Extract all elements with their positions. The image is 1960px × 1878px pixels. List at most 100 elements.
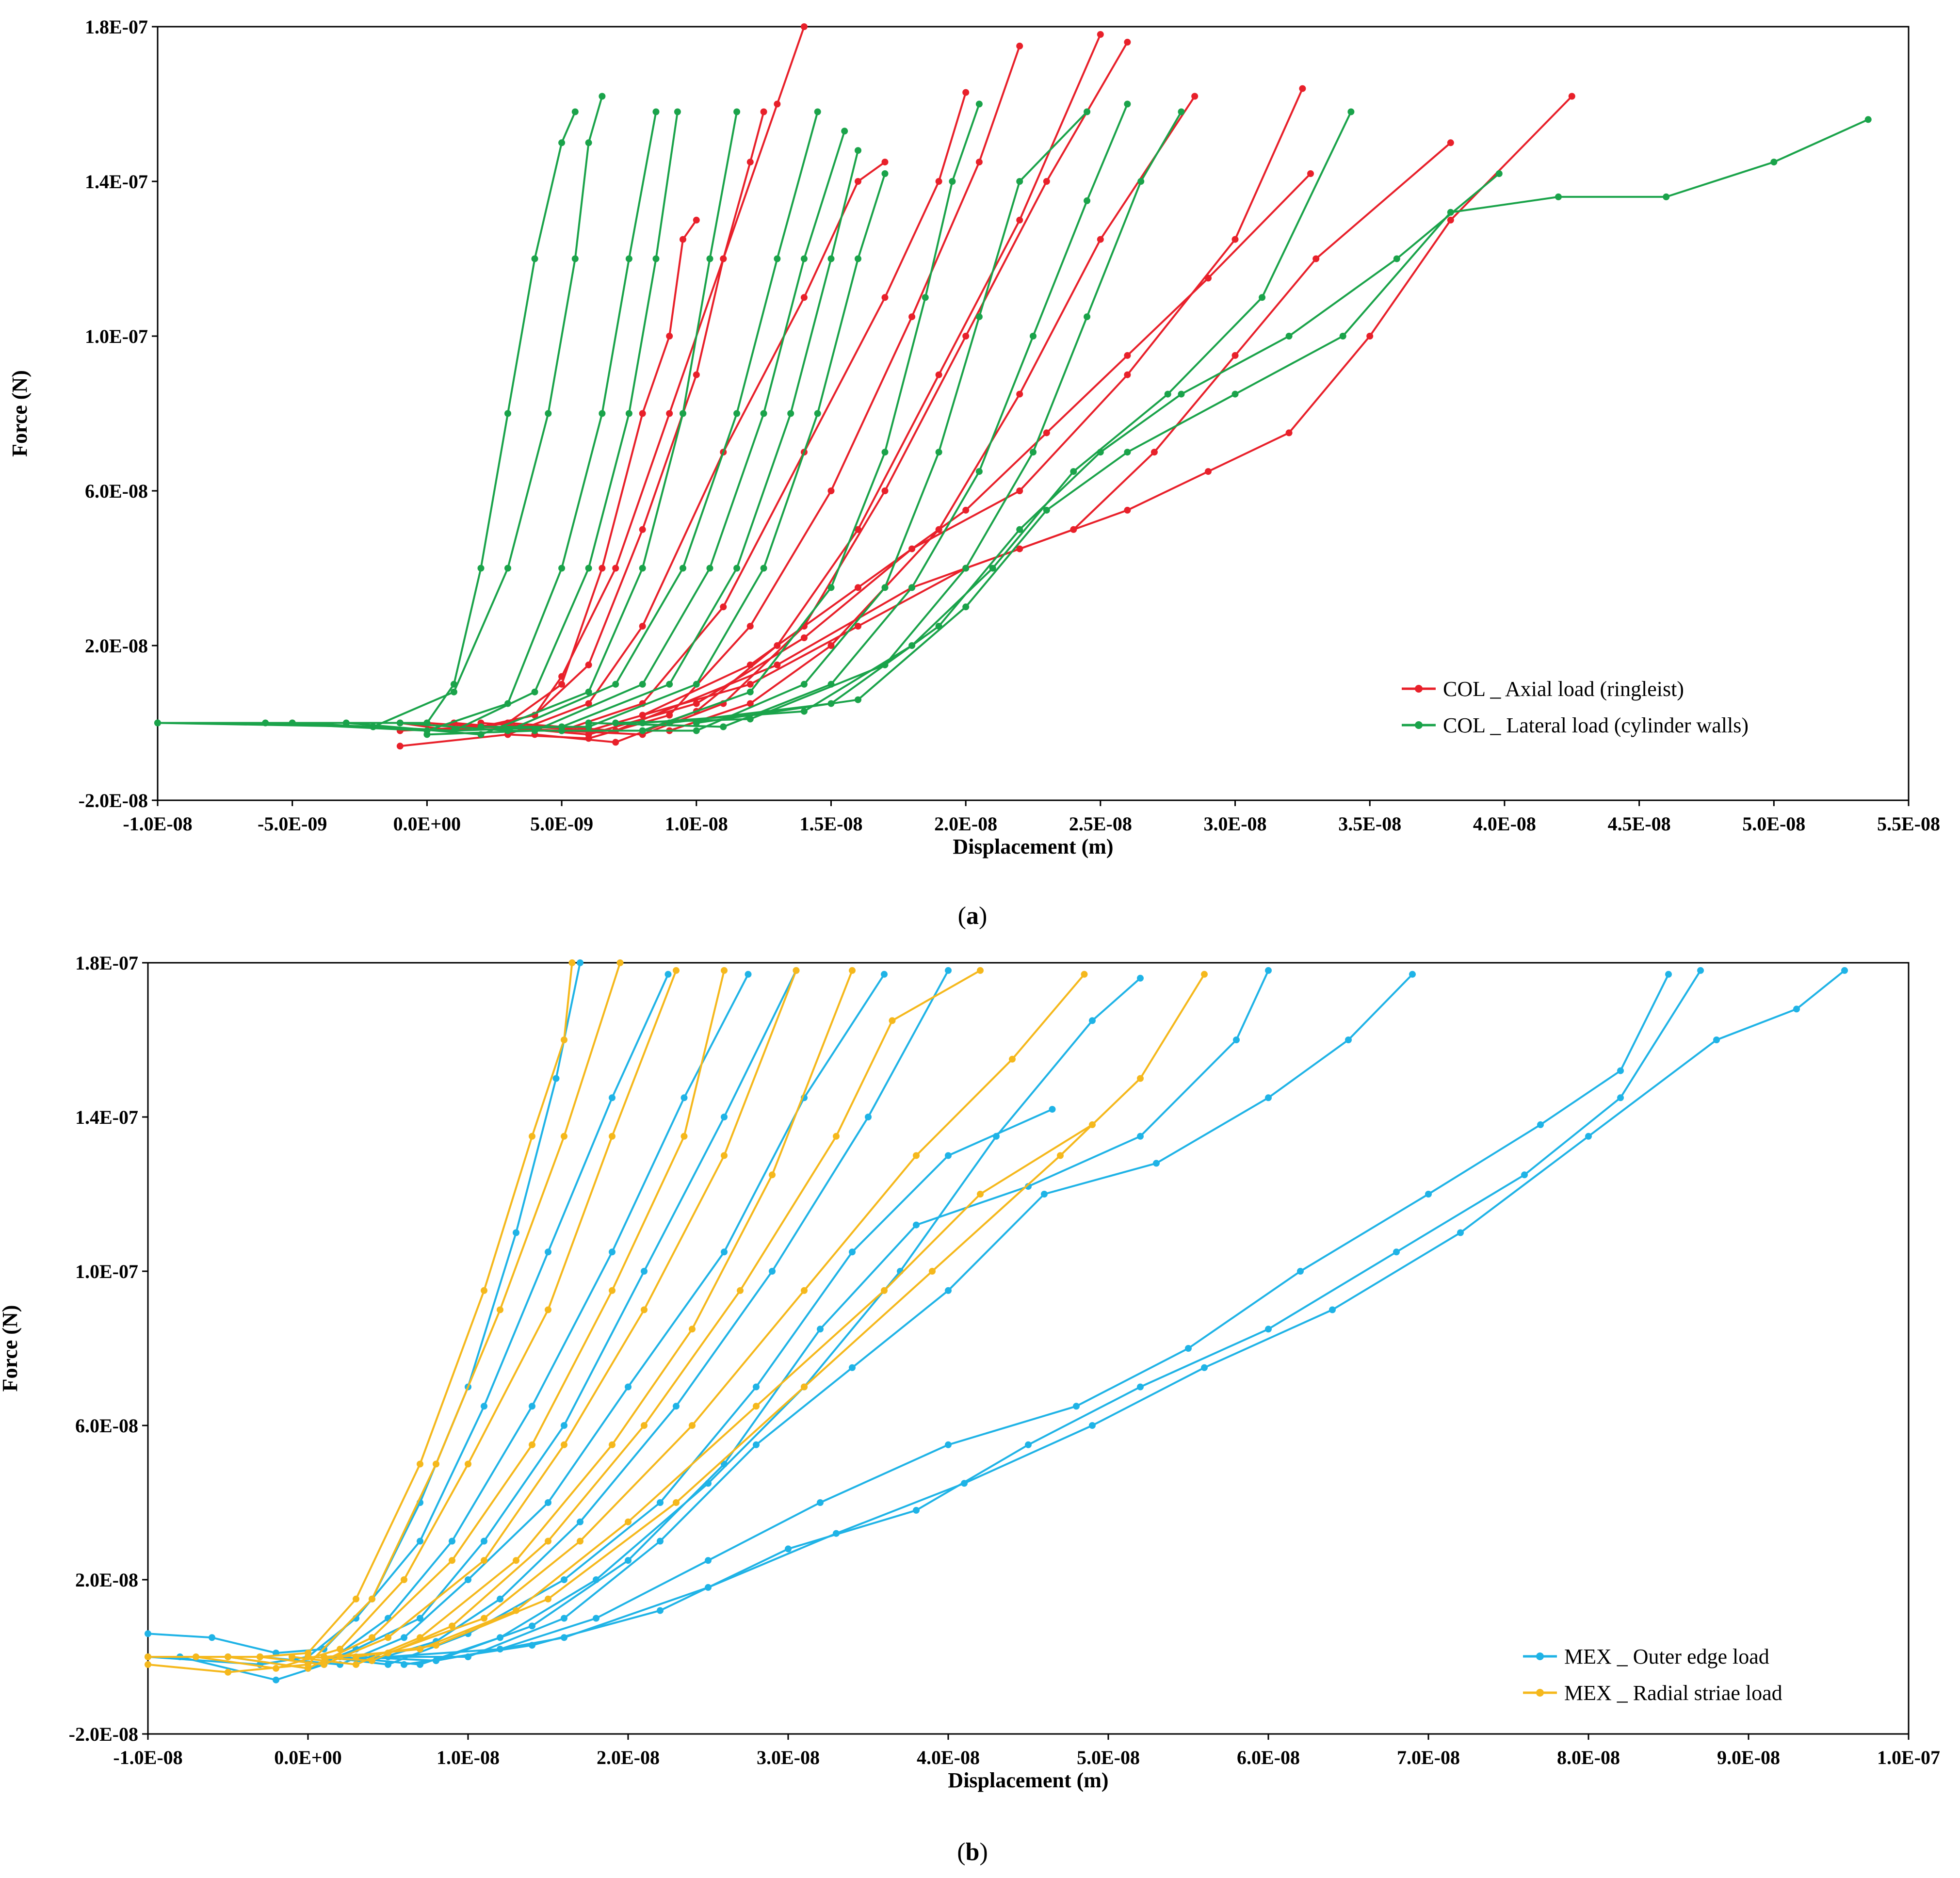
- data-point: [855, 584, 861, 591]
- data-point: [827, 584, 835, 591]
- data-point: [693, 216, 700, 224]
- data-point: [1265, 1326, 1272, 1333]
- data-point: [785, 1545, 792, 1553]
- data-point: [1016, 390, 1023, 398]
- data-point: [639, 410, 646, 417]
- y-tick-label: -2.0E-08: [79, 790, 148, 811]
- data-point: [1265, 1094, 1272, 1101]
- data-point: [1617, 1067, 1624, 1074]
- x-tick-label: 5.0E-08: [1742, 813, 1805, 835]
- data-point: [599, 565, 606, 572]
- data-point: [423, 731, 431, 738]
- data-point: [1393, 255, 1400, 262]
- data-point: [321, 1661, 327, 1668]
- data-point: [257, 1653, 263, 1660]
- data-point: [652, 108, 660, 115]
- data-point: [639, 712, 646, 719]
- data-point: [733, 410, 741, 417]
- data-point: [481, 1615, 487, 1622]
- y-tick-label: 6.0E-08: [85, 480, 148, 502]
- data-point: [513, 1557, 519, 1564]
- data-point: [561, 1133, 567, 1140]
- data-point: [993, 1133, 1000, 1140]
- data-point: [1016, 526, 1023, 533]
- data-point: [657, 1499, 664, 1506]
- data-point: [209, 1634, 215, 1641]
- x-axis-title: Displacement (m): [953, 835, 1113, 858]
- data-point: [666, 712, 673, 719]
- data-point: [477, 565, 485, 572]
- data-point: [561, 1615, 567, 1622]
- data-point: [396, 719, 404, 727]
- data-point: [561, 1422, 567, 1429]
- data-point: [721, 1248, 728, 1256]
- data-point: [1770, 159, 1778, 166]
- data-point: [935, 178, 942, 185]
- data-point: [827, 487, 835, 494]
- data-point: [705, 1584, 712, 1591]
- data-point: [513, 1229, 519, 1236]
- data-point: [225, 1668, 231, 1676]
- data-point: [1447, 216, 1454, 224]
- data-point: [1231, 352, 1239, 359]
- data-point: [639, 680, 646, 688]
- data-point: [1312, 255, 1320, 262]
- data-point: [401, 1661, 407, 1668]
- data-point: [945, 1287, 952, 1294]
- data-point: [760, 410, 767, 417]
- legend-swatch-marker: [1536, 1689, 1544, 1697]
- data-point: [1084, 197, 1091, 204]
- data-point: [1016, 545, 1023, 552]
- data-point: [1049, 1106, 1056, 1113]
- series-1: [145, 959, 1848, 1684]
- data-point: [353, 1595, 359, 1603]
- data-point: [1265, 967, 1272, 974]
- data-point: [1030, 449, 1037, 456]
- data-point: [337, 1653, 343, 1660]
- series-line: [259, 970, 797, 1666]
- data-point: [154, 719, 161, 727]
- data-point: [305, 1653, 311, 1660]
- data-point: [417, 1615, 423, 1622]
- data-point: [817, 1499, 824, 1506]
- data-point: [760, 565, 767, 572]
- data-point: [433, 1460, 439, 1468]
- data-point: [1201, 1364, 1208, 1371]
- data-point: [1307, 170, 1314, 177]
- data-point: [689, 1422, 696, 1429]
- data-point: [962, 603, 970, 611]
- data-point: [929, 1268, 936, 1275]
- series-2: [154, 93, 1872, 738]
- data-point: [529, 1133, 535, 1140]
- x-tick-label: 5.0E-08: [1077, 1747, 1140, 1768]
- data-point: [1447, 209, 1454, 216]
- data-point: [477, 723, 485, 730]
- data-point: [673, 1403, 680, 1410]
- panel-caption: (a): [958, 902, 988, 930]
- data-point: [529, 1441, 535, 1448]
- data-point: [1097, 236, 1104, 243]
- data-point: [497, 1306, 503, 1313]
- chart-panel-b: -1.0E-08 0.0E+00 1.0E-08 2.0E-08 3.0E-08 4.0E…: [0, 952, 1940, 1866]
- data-point: [1178, 390, 1185, 398]
- data-point: [1555, 193, 1562, 200]
- data-point: [817, 1326, 824, 1333]
- data-point: [1285, 429, 1293, 437]
- data-point: [145, 1661, 151, 1668]
- data-point: [800, 680, 808, 688]
- data-point: [814, 108, 821, 115]
- data-point: [680, 410, 686, 417]
- data-point: [881, 584, 889, 591]
- data-point: [1178, 108, 1185, 115]
- data-point: [369, 1595, 375, 1603]
- data-point: [481, 1287, 487, 1294]
- data-point: [465, 1576, 471, 1583]
- data-point: [721, 1114, 728, 1120]
- data-point: [609, 1133, 616, 1140]
- data-point: [545, 1595, 551, 1603]
- data-point: [465, 1460, 471, 1468]
- data-point: [1617, 1094, 1624, 1101]
- series-line: [562, 41, 1129, 736]
